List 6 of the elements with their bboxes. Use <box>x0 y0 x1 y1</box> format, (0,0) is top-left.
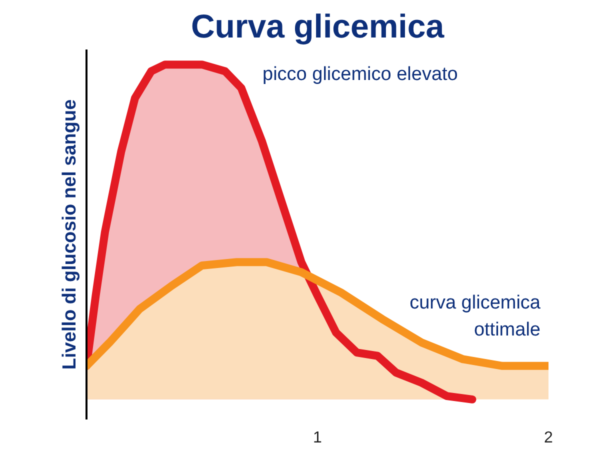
x-tick-label: 1 <box>313 430 322 446</box>
chart-title: Curva glicemica <box>190 8 445 44</box>
annotation: curva glicemica ottimale <box>410 292 541 341</box>
annotation: picco glicemico elevato <box>262 64 458 85</box>
y-axis-title: Livello di glucosio nel sangue <box>60 99 80 370</box>
x-tick-label: 2 <box>544 430 554 446</box>
